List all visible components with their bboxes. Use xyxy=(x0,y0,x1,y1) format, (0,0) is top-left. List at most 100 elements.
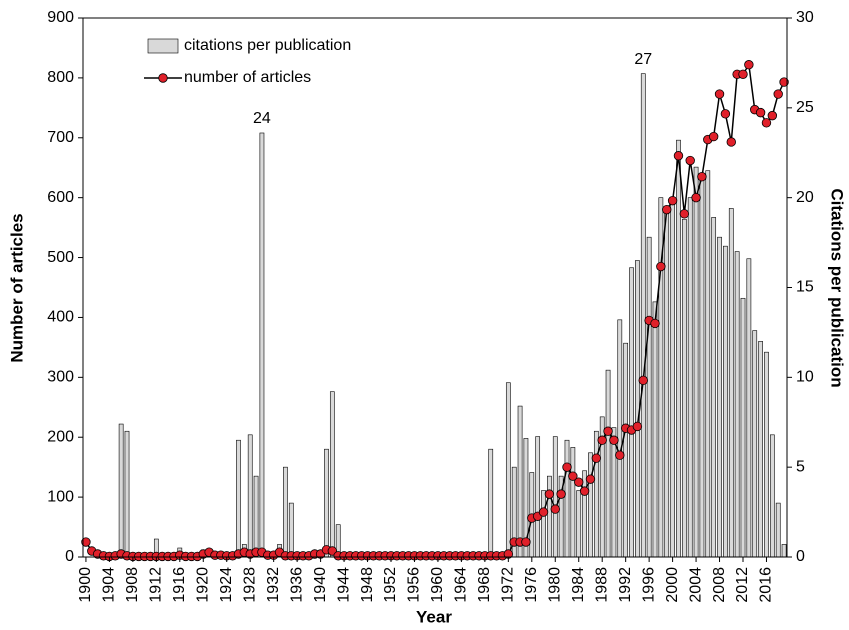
x-tick-label: 1924 xyxy=(218,567,235,603)
line-marker xyxy=(615,450,625,460)
y-tick-label: 500 xyxy=(47,249,74,266)
bar xyxy=(652,301,658,558)
x-tick-label: 1928 xyxy=(241,567,258,603)
bar xyxy=(605,369,611,558)
x-tick-label: 1988 xyxy=(593,567,610,603)
bar xyxy=(775,502,781,558)
line-marker xyxy=(556,489,566,499)
line-marker xyxy=(714,89,725,99)
x-tick-label: 1996 xyxy=(640,567,657,603)
line-marker xyxy=(720,109,731,119)
legend-label: number of articles xyxy=(184,69,311,86)
x-tick-label: 1932 xyxy=(265,567,282,603)
bar xyxy=(570,447,576,558)
bar xyxy=(740,297,746,558)
line-marker xyxy=(662,204,672,215)
bar xyxy=(329,391,335,558)
bar xyxy=(576,490,582,558)
bar xyxy=(253,475,259,558)
bar xyxy=(236,439,241,558)
x-tick-label: 2012 xyxy=(734,567,751,603)
line-marker xyxy=(773,89,783,99)
bar xyxy=(118,423,124,558)
x-tick-label: 1944 xyxy=(335,567,352,603)
bar xyxy=(728,208,734,558)
line-marker xyxy=(568,471,578,481)
bar xyxy=(611,427,617,558)
line-marker xyxy=(579,486,590,496)
bar xyxy=(681,218,687,558)
bar xyxy=(288,502,294,558)
y2-tick-label: 5 xyxy=(796,458,805,475)
x-tick-label: 1908 xyxy=(124,567,141,603)
y2-tick-label: 25 xyxy=(796,99,814,116)
y2-axis-title: Citations per publication xyxy=(828,188,847,387)
bar xyxy=(517,405,523,558)
bar xyxy=(588,452,593,558)
x-tick-label: 1984 xyxy=(570,567,587,603)
y-tick-label: 600 xyxy=(47,189,74,206)
line-marker xyxy=(755,107,766,118)
x-tick-label: 1956 xyxy=(406,567,423,603)
y2-tick-label: 10 xyxy=(796,369,814,386)
line-marker xyxy=(550,504,560,514)
bar xyxy=(535,436,541,558)
x-tick-label: 2016 xyxy=(758,567,775,603)
bar xyxy=(699,174,705,558)
x-tick-label: 2000 xyxy=(664,567,681,603)
y-tick-label: 300 xyxy=(47,369,74,386)
line-marker xyxy=(597,435,607,445)
y-tick-label: 900 xyxy=(47,9,74,26)
legend-label: citations per publication xyxy=(184,37,351,54)
bar xyxy=(623,342,629,558)
bar xyxy=(769,434,775,558)
y2-tick-label: 20 xyxy=(796,189,814,206)
plot-frame xyxy=(82,17,788,558)
x-tick-label: 1936 xyxy=(288,567,305,603)
line-marker xyxy=(697,172,707,182)
x-tick-label: 1976 xyxy=(523,567,540,603)
bar xyxy=(259,132,265,558)
y-axis-title: Number of articles xyxy=(7,213,26,362)
y2-tick-label: 15 xyxy=(796,279,814,296)
bar xyxy=(746,258,752,558)
x-tick-label: 1916 xyxy=(171,567,188,603)
bar xyxy=(488,448,494,558)
line-marker xyxy=(609,435,619,445)
bar-value-label: 24 xyxy=(253,110,271,127)
line-marker xyxy=(544,489,555,499)
bar xyxy=(670,197,675,558)
bar xyxy=(646,236,652,558)
bar xyxy=(717,236,722,558)
y-tick-label: 200 xyxy=(47,428,74,445)
bar xyxy=(324,448,329,558)
x-tick-label: 1992 xyxy=(617,567,634,603)
line-marker xyxy=(761,118,772,128)
bar xyxy=(124,430,130,558)
x-tick-label: 1960 xyxy=(429,567,446,603)
y-tick-label: 800 xyxy=(47,69,74,86)
line-marker xyxy=(767,110,778,121)
x-tick-label: 1940 xyxy=(312,567,329,603)
x-tick-label: 1968 xyxy=(476,567,493,603)
bar xyxy=(758,341,763,558)
line-marker xyxy=(562,462,572,472)
bar xyxy=(764,351,769,558)
line-marker xyxy=(744,60,754,70)
bar xyxy=(723,245,728,558)
line-marker xyxy=(673,151,684,161)
bar xyxy=(247,434,253,558)
y-tick-label: 700 xyxy=(47,129,74,146)
line-marker xyxy=(632,421,643,432)
line-marker xyxy=(685,155,695,166)
bar xyxy=(640,73,646,558)
line-marker xyxy=(521,537,531,547)
x-axis-title: Year xyxy=(416,607,452,626)
bar xyxy=(693,166,699,558)
line-marker xyxy=(603,426,613,436)
bar xyxy=(593,430,599,558)
x-tick-label: 2004 xyxy=(687,567,704,603)
y2-tick-label: 0 xyxy=(796,548,805,565)
line-marker xyxy=(585,474,596,484)
